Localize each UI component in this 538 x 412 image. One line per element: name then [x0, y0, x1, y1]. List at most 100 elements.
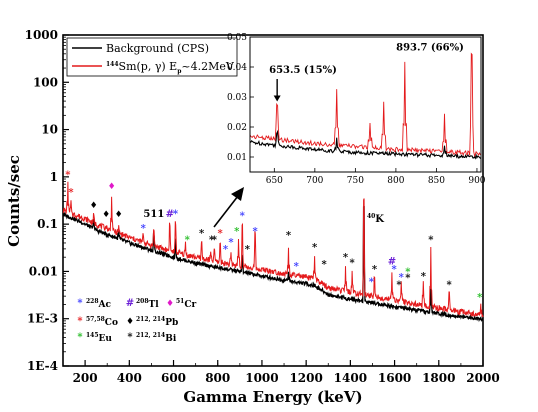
- x-tick-label: 1800: [422, 371, 455, 385]
- isotope-element: Pb: [165, 318, 178, 328]
- peak-marker: *: [372, 264, 378, 275]
- peak-marker: *: [399, 272, 405, 283]
- isotope-element: Tl: [149, 300, 160, 310]
- peak-marker: *: [428, 235, 434, 246]
- inset-x-axis-ticks: 650 700 750 800 850 900: [266, 168, 486, 186]
- legend-label-background: Background (CPS): [106, 42, 209, 55]
- inset-x-tick-label: 900: [468, 176, 485, 186]
- isotope-mass-number: 212, 214: [136, 316, 165, 323]
- series-line-sm144: [62, 181, 484, 318]
- peak-marker: ♦: [90, 201, 98, 211]
- y-tick-label: 1E-4: [27, 359, 58, 373]
- y-tick-label: 1: [50, 170, 58, 184]
- x-tick-label: 1000: [245, 371, 278, 385]
- peak-marker: *: [218, 228, 224, 239]
- isotope-element: Ac: [98, 300, 112, 310]
- inset-plot: 650 700 750 800 850 900 0.010.020.030.040.05 …: [227, 33, 486, 186]
- zoom-arrow-shaft: [213, 195, 239, 228]
- zoom-arrow-head: [231, 187, 244, 201]
- peak-marker: *: [343, 253, 349, 264]
- peak-marker: *: [245, 245, 251, 256]
- isotope-marker-tl: #: [126, 298, 134, 309]
- peak-marker: *: [447, 280, 453, 291]
- y-tick-label: 10: [41, 123, 58, 137]
- inset-annotation-653: 653.5 (15%): [269, 65, 337, 76]
- main-x-axis-ticks: 200 400 600 800 1000 1200 1400 1600 1800 2000: [73, 360, 500, 385]
- series-legend: Background (CPS) 144Sm(p, γ) Ep~4.2MeV: [66, 37, 238, 77]
- isotope-mass-number: 212, 214: [136, 332, 165, 339]
- isotope-element: Co: [105, 318, 118, 328]
- x-tick-label: 1600: [378, 371, 411, 385]
- legend-box: [66, 37, 238, 77]
- x-tick-label: 2000: [466, 371, 499, 385]
- legend-label-sm144-sub: p: [177, 68, 181, 75]
- peak-marker: *: [369, 277, 375, 288]
- isotope-label-pb: 212, 214Pb: [136, 316, 178, 328]
- peak-marker: *: [312, 242, 318, 253]
- peak-marker: #: [166, 209, 174, 220]
- main-plot: 200 400 600 800 1000 1200 1400 1600 1800 2000 100…: [5, 28, 500, 406]
- main-plot-frame: [62, 34, 484, 367]
- peak-marker: *: [234, 227, 240, 238]
- peak-marker: #: [388, 257, 396, 268]
- main-y-axis-ticks: 1000 100 10 1 0.1 0.01 1E-3 1E-4: [25, 28, 69, 373]
- inset-x-tick-label: 850: [428, 176, 445, 186]
- isotope-mass-number: 57,58: [86, 316, 105, 323]
- inset-y-axis-ticks: 0.01 0.02 0.03 0.04 0.05: [227, 33, 254, 163]
- inset-x-tick-label: 650: [266, 176, 283, 186]
- isotope-label-co: 57,58Co: [86, 316, 118, 328]
- isotope-element: Eu: [99, 334, 113, 344]
- inset-arrow-653-head: [273, 95, 281, 102]
- inset-annotation-893: 893.7 (66%): [396, 43, 464, 54]
- inset-frame: [249, 36, 482, 173]
- annotation-40k: 40K: [367, 213, 384, 225]
- series-line-background: [62, 206, 484, 323]
- annotation-40k-sup: 40: [367, 213, 375, 220]
- y-tick-label: 100: [33, 75, 58, 89]
- peak-markers: **♦♦♦♦*#************ ********#***** ****: [65, 170, 483, 304]
- legend-label-sm144-tail: ~4.2MeV: [181, 60, 234, 73]
- inset-x-tick-label: 700: [306, 176, 323, 186]
- main-annotations: 511 40K: [143, 209, 384, 225]
- annotation-40k-main: K: [375, 214, 384, 225]
- y-tick-label: 1E-3: [27, 312, 58, 326]
- legend-label-sm144-main: Sm(p, γ) E: [119, 60, 178, 73]
- peak-marker: ♦: [115, 210, 123, 220]
- y-tick-label: 1000: [25, 28, 58, 42]
- inset-annotations: 653.5 (15%) 893.7 (66%): [269, 43, 464, 102]
- inset-x-tick-label: 750: [347, 176, 364, 186]
- inset-y-tick-label: 0.03: [227, 93, 247, 103]
- y-tick-label: 0.01: [29, 264, 58, 278]
- peak-marker: *: [240, 211, 246, 222]
- isotope-marker-ac: *: [77, 298, 83, 309]
- inset-y-tick-label: 0.01: [227, 153, 247, 163]
- y-axis-title: Counts/sec: [5, 155, 23, 247]
- inset-y-tick-label: 0.02: [227, 123, 247, 133]
- peak-marker: *: [173, 209, 179, 220]
- x-tick-label: 400: [117, 371, 142, 385]
- peak-marker: *: [65, 170, 71, 181]
- peak-marker: *: [223, 245, 229, 256]
- peak-marker: *: [477, 293, 483, 304]
- isotope-mass-number: 208: [136, 298, 149, 305]
- main-series-layer: [62, 181, 484, 323]
- isotope-label-eu: 145Eu: [86, 332, 112, 344]
- x-tick-label: 1400: [334, 371, 367, 385]
- peak-marker: *: [421, 271, 427, 282]
- peak-marker: *: [209, 235, 215, 246]
- peak-marker: *: [252, 227, 258, 238]
- isotope-marker-bi: *: [127, 332, 133, 343]
- peak-marker: *: [212, 235, 218, 246]
- legend-label-sm144: 144Sm(p, γ) Ep~4.2MeV: [106, 60, 235, 75]
- peak-marker: *: [405, 267, 411, 278]
- peak-marker: *: [294, 261, 300, 272]
- x-tick-label: 800: [205, 371, 230, 385]
- peak-marker: *: [141, 223, 147, 234]
- isotope-marker-co: *: [77, 316, 83, 327]
- peak-marker: *: [405, 273, 411, 284]
- x-tick-label: 200: [73, 371, 98, 385]
- isotope-mass-number: 228: [86, 298, 99, 305]
- isotope-mass-number: 51: [176, 298, 184, 305]
- peak-marker: *: [350, 258, 356, 269]
